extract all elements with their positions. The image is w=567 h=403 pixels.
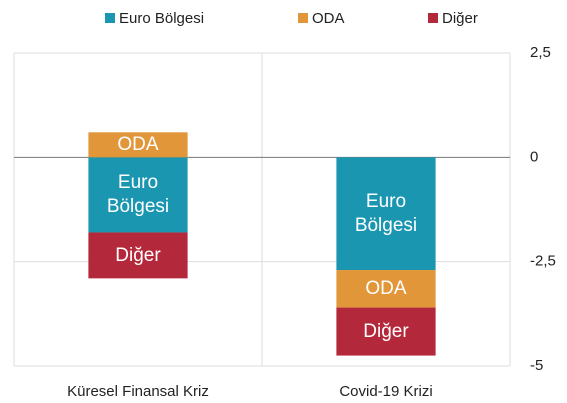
bar-segment [88,232,188,279]
y-tick-label: -5 [530,357,543,374]
segment-label: ODA [365,277,407,299]
bar-segment [336,157,436,271]
segment-label: Euro Bölgesi [106,172,170,217]
legend-swatch [105,13,115,23]
legend-label: Diğer [442,10,478,27]
segment-label: Diğer [363,320,409,342]
x-tick-label: Küresel Finansal Kriz [67,383,209,400]
y-tick-label: 2,5 [530,44,551,61]
segment-label: Diğer [115,244,161,266]
x-tick-label: Covid-19 Krizi [339,383,432,400]
legend-label: Euro Bölgesi [119,10,204,27]
bar-segment [336,270,436,308]
legend-swatch [298,13,308,23]
bar-segment [336,307,436,356]
y-tick-label: -2,5 [530,253,556,270]
segment-label: ODA [117,133,159,155]
y-tick-label: 0 [530,148,538,165]
legend-label: ODA [312,10,345,27]
legend-swatch [428,13,438,23]
segment-label: Euro Bölgesi [354,190,418,236]
bar-segment [88,132,188,158]
bar-segment [88,157,188,233]
